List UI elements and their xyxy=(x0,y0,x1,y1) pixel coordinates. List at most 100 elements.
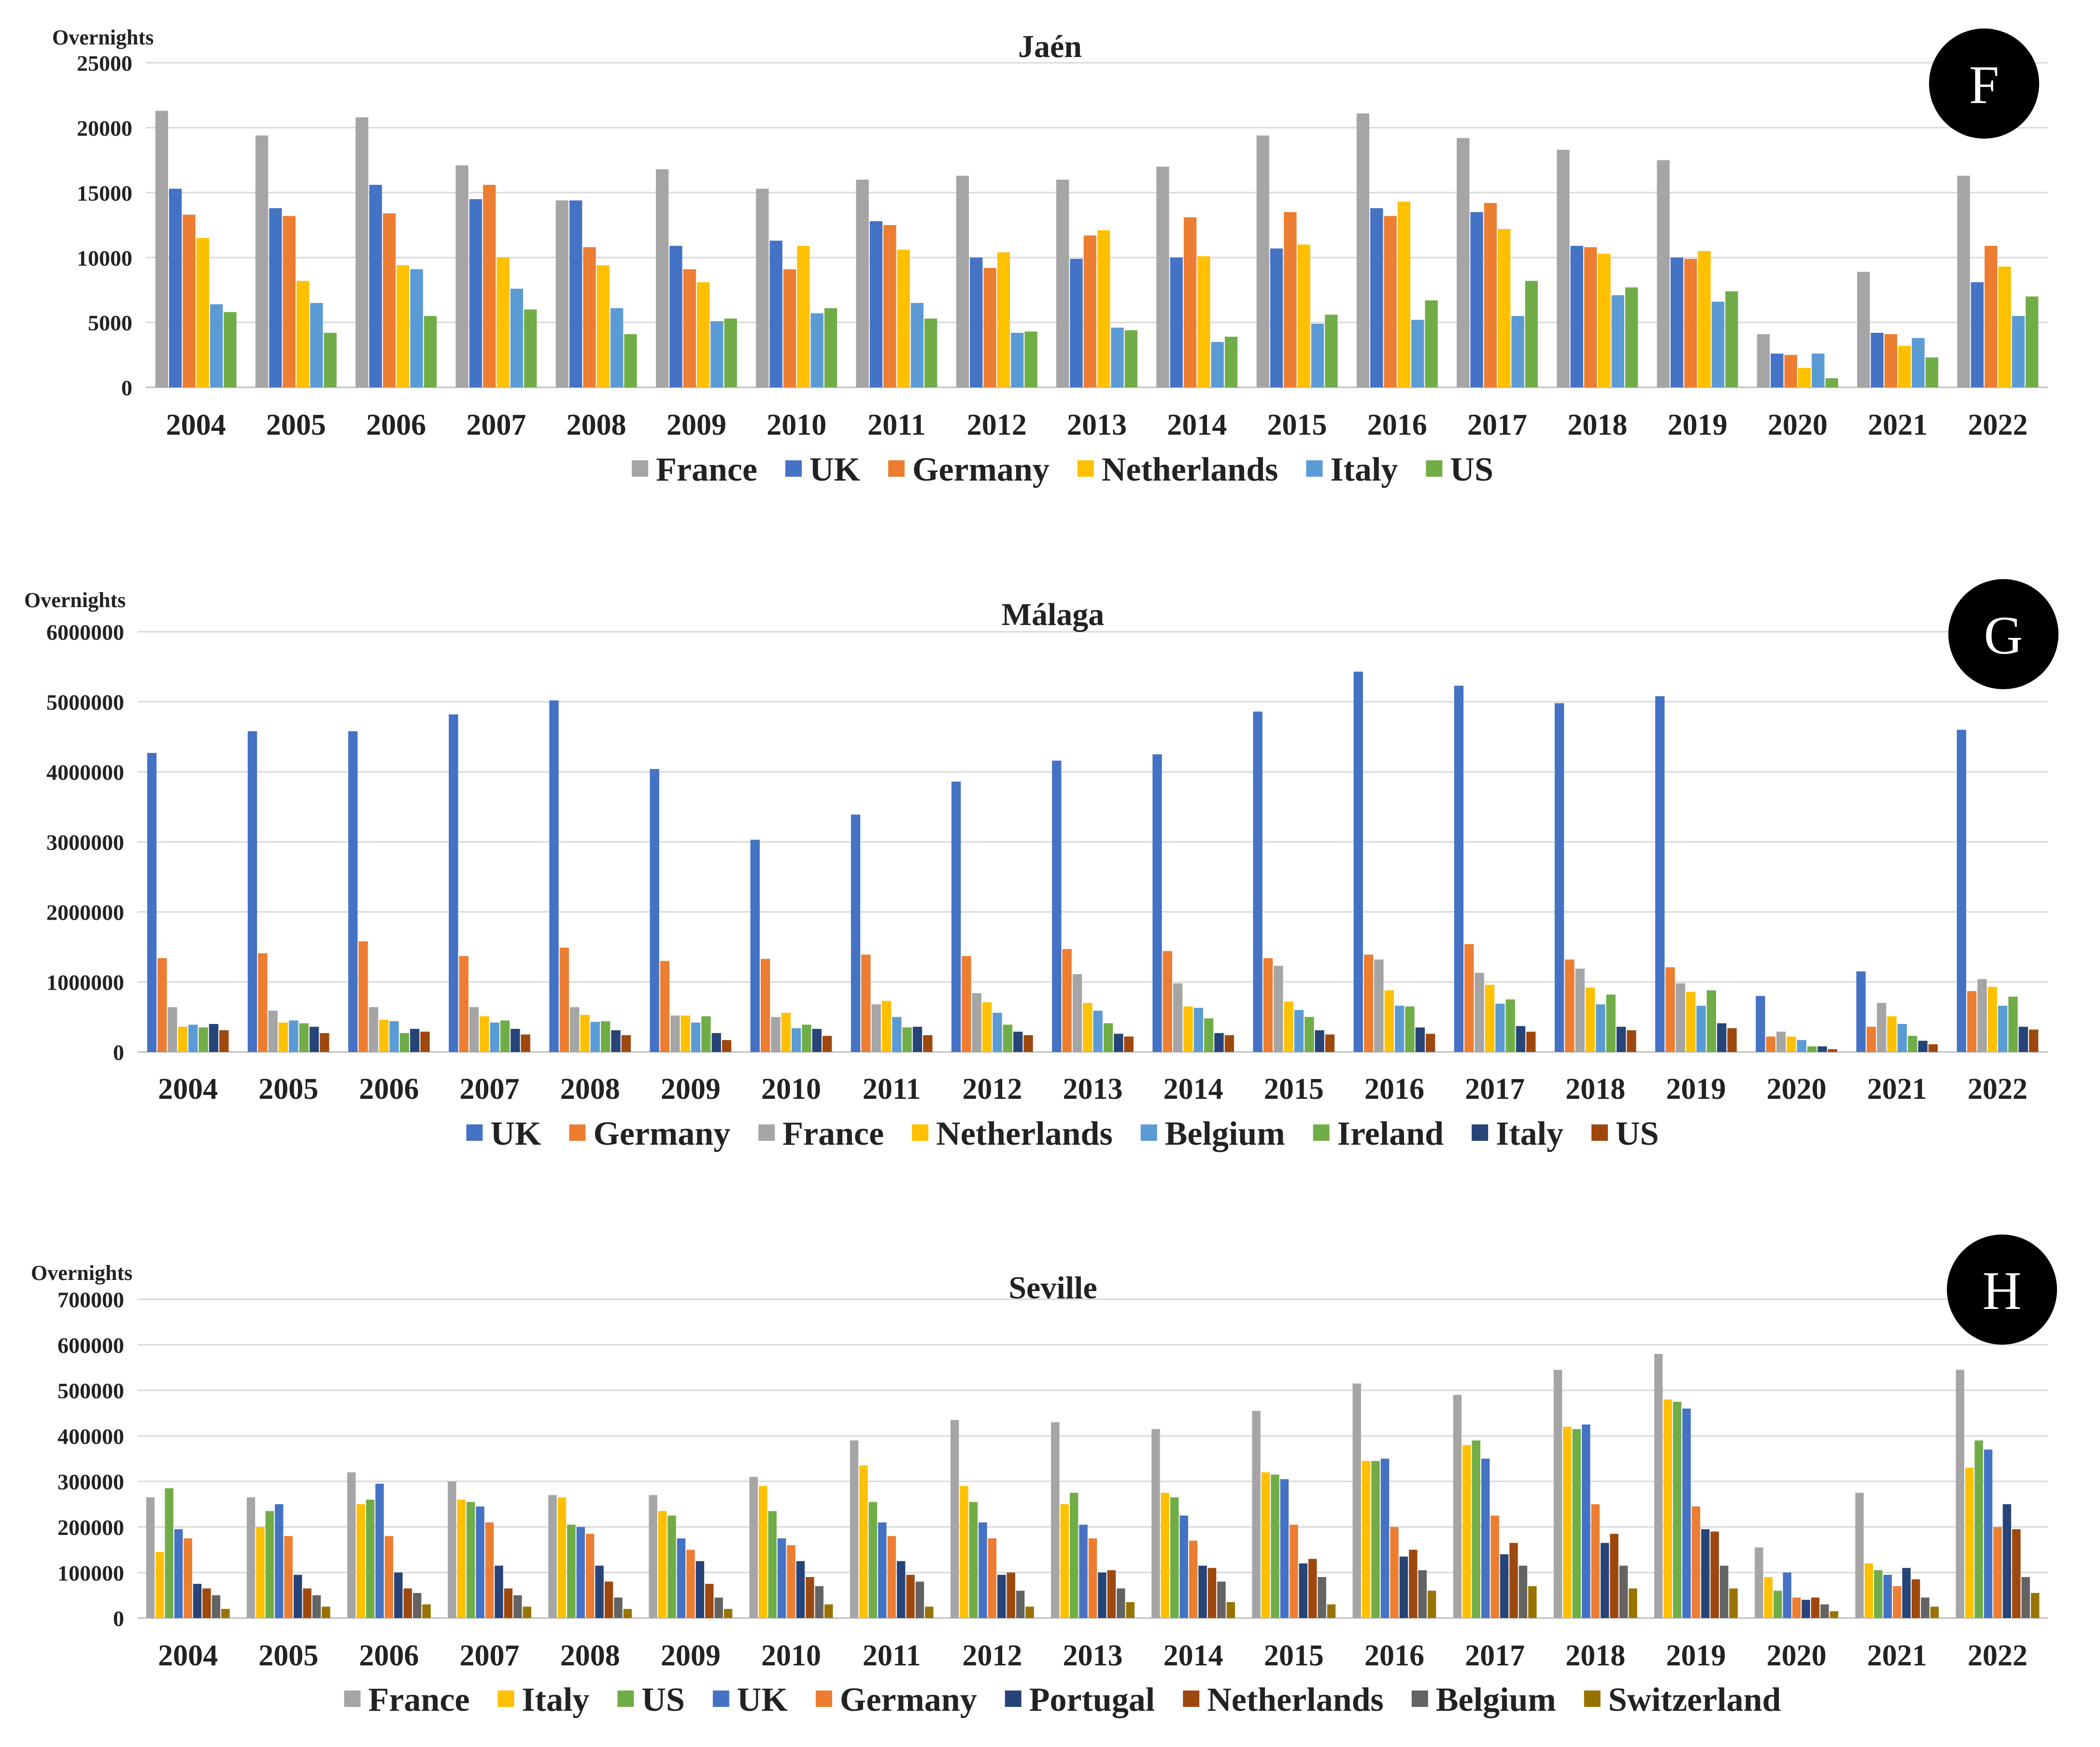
seville-bar-us-2021 xyxy=(1874,1570,1883,1618)
seville-bar-italy-2007 xyxy=(457,1499,466,1618)
seville-legend-item-netherlands: Netherlands xyxy=(1183,1681,1384,1719)
seville-y-tick-label: 100000 xyxy=(57,1561,124,1585)
jaen-bar-italy-2006 xyxy=(410,269,423,387)
seville-bar-belgium-2018 xyxy=(1619,1565,1628,1618)
jaen-bar-uk-2016 xyxy=(1370,208,1383,387)
jaen-legend-label: Germany xyxy=(912,451,1050,488)
seville-bar-uk-2019 xyxy=(1682,1408,1691,1618)
seville-bar-italy-2009 xyxy=(658,1511,667,1618)
jaen-bar-us-2010 xyxy=(824,308,837,387)
jaen-bar-germany-2019 xyxy=(1684,258,1697,387)
jaen-bar-italy-2005 xyxy=(310,303,323,387)
jaen-bar-italy-2004 xyxy=(210,304,223,387)
malaga-bar-netherlands-2008 xyxy=(580,1015,590,1052)
malaga-bar-netherlands-2019 xyxy=(1686,992,1696,1052)
jaen-bar-france-2005 xyxy=(255,135,269,387)
malaga-bar-netherlands-2017 xyxy=(1485,984,1495,1052)
seville-x-tick-label: 2020 xyxy=(1767,1639,1827,1672)
seville-bar-france-2008 xyxy=(548,1495,557,1618)
malaga-bar-uk-2013 xyxy=(1052,760,1062,1052)
seville-bar-belgium-2016 xyxy=(1418,1570,1427,1618)
seville-bar-uk-2012 xyxy=(979,1522,987,1618)
jaen-bar-netherlands-2021 xyxy=(1898,345,1911,387)
seville-y-tick-label: 500000 xyxy=(57,1378,124,1403)
malaga-y-tick-labels: 0 1000000 2000000 3000000 4000000 5000000 6000… xyxy=(46,620,124,1065)
seville-bar-germany-2020 xyxy=(1792,1597,1801,1618)
seville-bar-switzerland-2021 xyxy=(1930,1606,1939,1618)
malaga-bar-france-2006 xyxy=(369,1007,379,1052)
jaen-bar-netherlands-2016 xyxy=(1397,201,1411,387)
jaen-bar-netherlands-2013 xyxy=(1097,230,1110,387)
seville-bar-netherlands-2004 xyxy=(202,1588,211,1618)
seville-legend-item-us: US xyxy=(617,1681,685,1719)
malaga-bar-ireland-2017 xyxy=(1505,999,1515,1052)
seville-bar-us-2013 xyxy=(1069,1492,1078,1618)
jaen-bar-italy-2011 xyxy=(910,303,924,387)
malaga-legend-label: Netherlands xyxy=(936,1115,1113,1152)
jaen-bar-netherlands-2014 xyxy=(1197,256,1210,387)
seville-x-tick-label: 2005 xyxy=(258,1639,318,1672)
malaga-bar-netherlands-2007 xyxy=(480,1016,489,1052)
seville-bar-portugal-2004 xyxy=(193,1584,202,1618)
malaga-x-tick-label: 2010 xyxy=(761,1073,821,1106)
seville-bar-portugal-2008 xyxy=(595,1565,604,1618)
malaga-bar-belgium-2012 xyxy=(993,1012,1002,1052)
seville-bar-belgium-2010 xyxy=(815,1586,824,1618)
seville-bar-switzerland-2017 xyxy=(1528,1586,1537,1618)
malaga-bar-italy-2012 xyxy=(1013,1031,1023,1052)
malaga-bar-netherlands-2004 xyxy=(178,1026,188,1052)
jaen-bar-france-2013 xyxy=(1056,179,1069,387)
seville-bar-portugal-2011 xyxy=(896,1561,906,1618)
seville-bar-italy-2022 xyxy=(1965,1467,1974,1618)
seville-x-tick-label: 2006 xyxy=(359,1639,419,1672)
malaga-bar-belgium-2009 xyxy=(691,1023,701,1052)
jaen-bar-italy-2010 xyxy=(810,313,823,387)
jaen-bar-france-2017 xyxy=(1457,138,1470,387)
malaga-y-tick-label: 1000000 xyxy=(46,970,124,995)
malaga-y-tick-label: 2000000 xyxy=(46,900,124,925)
jaen-bar-netherlands-2005 xyxy=(296,281,310,387)
seville-x-tick-label: 2014 xyxy=(1164,1639,1223,1672)
malaga-bar-italy-2014 xyxy=(1214,1033,1224,1052)
malaga-bar-france-2007 xyxy=(469,1007,479,1052)
seville-y-axis-label: Overnights xyxy=(31,1261,132,1285)
seville-bar-italy-2006 xyxy=(356,1504,365,1618)
seville-chart-panel: 0 100000 200000 300000 400000 500000 600000 700… xyxy=(31,1235,2057,1719)
malaga-bar-us-2004 xyxy=(219,1030,229,1052)
seville-bar-uk-2006 xyxy=(375,1483,384,1618)
seville-x-tick-label: 2018 xyxy=(1565,1639,1625,1672)
malaga-legend-item-france: France xyxy=(758,1115,884,1152)
jaen-bar-uk-2018 xyxy=(1570,246,1583,387)
jaen-bar-italy-2017 xyxy=(1511,316,1524,387)
malaga-bar-us-2015 xyxy=(1325,1034,1335,1052)
malaga-bar-italy-2019 xyxy=(1717,1023,1727,1052)
jaen-bar-france-2020 xyxy=(1757,334,1770,387)
malaga-y-axis-label: Overnights xyxy=(24,588,126,612)
seville-bar-us-2018 xyxy=(1572,1429,1581,1618)
seville-legend-label: Belgium xyxy=(1436,1681,1556,1719)
jaen-bar-netherlands-2020 xyxy=(1798,368,1811,387)
seville-bar-switzerland-2009 xyxy=(724,1609,733,1618)
seville-legend-swatch xyxy=(1411,1690,1428,1707)
seville-bar-germany-2013 xyxy=(1088,1538,1097,1618)
seville-bar-switzerland-2007 xyxy=(523,1606,531,1618)
seville-bar-switzerland-2016 xyxy=(1427,1591,1436,1618)
jaen-bar-germany-2020 xyxy=(1784,355,1797,387)
jaen-legend-swatch xyxy=(888,460,905,477)
malaga-chart-title: Málaga xyxy=(1002,597,1105,632)
malaga-bar-uk-2004 xyxy=(147,753,157,1052)
jaen-bar-italy-2020 xyxy=(1812,354,1825,387)
jaen-x-tick-label: 2022 xyxy=(1968,409,2028,441)
seville-bar-belgium-2009 xyxy=(714,1597,723,1618)
jaen-bar-france-2016 xyxy=(1356,113,1370,387)
malaga-legend-swatch xyxy=(1472,1124,1489,1141)
jaen-bar-us-2004 xyxy=(224,312,237,387)
malaga-bar-germany-2022 xyxy=(1967,991,1977,1052)
jaen-bar-germany-2022 xyxy=(1985,246,1998,387)
seville-bar-belgium-2008 xyxy=(614,1597,623,1618)
seville-bar-italy-2004 xyxy=(156,1552,164,1618)
malaga-bar-us-2019 xyxy=(1727,1028,1737,1052)
jaen-bar-us-2020 xyxy=(1825,378,1838,387)
seville-legend: France Italy US UK Germany Portugal Netherland… xyxy=(344,1681,1781,1719)
jaen-bar-italy-2007 xyxy=(510,288,524,387)
